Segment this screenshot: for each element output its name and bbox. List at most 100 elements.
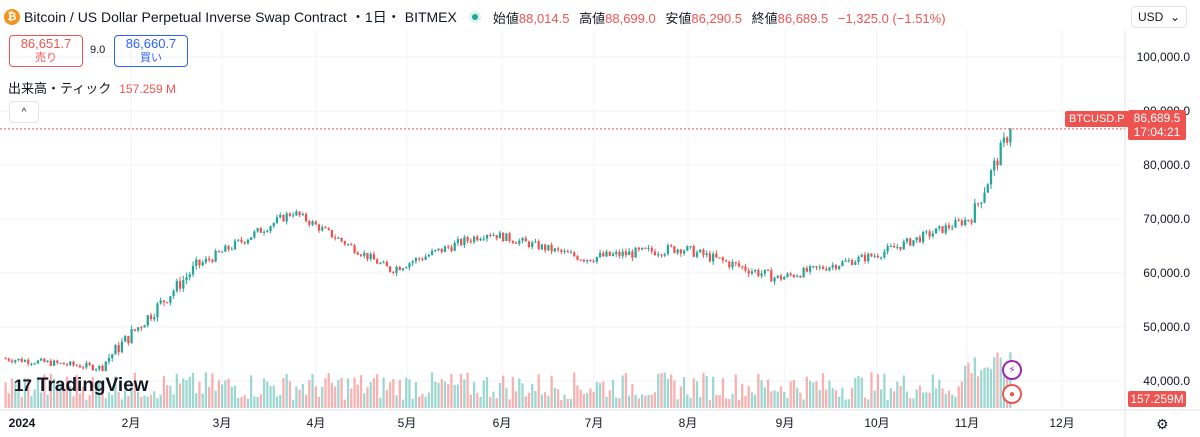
candle-body bbox=[718, 257, 721, 259]
candle-body bbox=[262, 231, 266, 233]
candle-body bbox=[931, 233, 934, 237]
volume-bar bbox=[628, 395, 631, 408]
sell-button[interactable]: 86,651.7 売り bbox=[9, 35, 83, 67]
buy-button[interactable]: 86,660.7 買い bbox=[114, 35, 188, 67]
candle-body bbox=[944, 225, 947, 233]
candle-body bbox=[124, 335, 127, 342]
x-tick-label: 6月 bbox=[493, 416, 512, 430]
volume-bar bbox=[482, 380, 485, 408]
volume-bar bbox=[544, 392, 547, 408]
candle-body bbox=[395, 266, 398, 273]
volume-bar bbox=[156, 398, 159, 408]
candle-body bbox=[951, 227, 954, 229]
candle-body bbox=[472, 236, 476, 242]
candle-body bbox=[689, 246, 692, 248]
candle-body bbox=[611, 253, 615, 256]
candle-body bbox=[754, 270, 757, 272]
symbol-title[interactable]: Bitcoin / US Dollar Perpetual Inverse Sw… bbox=[24, 9, 347, 25]
volume-bar bbox=[880, 389, 883, 408]
volume-bar bbox=[563, 394, 566, 408]
interval-label[interactable]: ・1日・ bbox=[350, 9, 401, 25]
volume-bar bbox=[40, 392, 43, 408]
volume-bar bbox=[36, 377, 40, 408]
volume-legend[interactable]: 出来高・ティック 157.259 M bbox=[8, 78, 176, 97]
candle-body bbox=[854, 262, 857, 265]
volume-bar bbox=[983, 367, 986, 408]
candle-body bbox=[860, 254, 863, 257]
candle-body bbox=[492, 235, 495, 237]
event-flag-icon[interactable]: ● bbox=[1002, 384, 1022, 404]
settings-gear-icon[interactable]: ⚙ bbox=[1156, 416, 1169, 432]
candle-body bbox=[514, 242, 518, 244]
volume-bar bbox=[931, 374, 934, 408]
volume-bar bbox=[589, 388, 592, 408]
volume-bar bbox=[999, 357, 1002, 408]
volume-bar bbox=[159, 394, 162, 408]
candle-body bbox=[133, 329, 136, 331]
candle-body bbox=[130, 329, 133, 344]
candle-body bbox=[334, 237, 337, 239]
candle-body bbox=[750, 271, 754, 274]
candle-body bbox=[508, 233, 511, 241]
volume-bar bbox=[430, 372, 434, 408]
volume-bar bbox=[124, 390, 127, 408]
candle-body bbox=[957, 220, 960, 222]
candle-body bbox=[269, 226, 272, 232]
candle-body bbox=[321, 227, 324, 231]
candle-body bbox=[372, 254, 376, 260]
volume-bar bbox=[414, 382, 418, 408]
candle-body bbox=[876, 255, 880, 258]
volume-bar bbox=[747, 386, 750, 408]
volume-bar bbox=[133, 372, 136, 408]
volume-bar bbox=[162, 376, 166, 408]
volume-bar bbox=[485, 377, 489, 408]
candle-body bbox=[224, 245, 227, 252]
candle-body bbox=[259, 228, 262, 233]
volume-bar bbox=[728, 399, 731, 408]
volume-bar bbox=[447, 383, 450, 408]
candle-body bbox=[757, 270, 760, 276]
candle-body bbox=[233, 240, 237, 250]
candle-body bbox=[553, 248, 556, 252]
candle-body bbox=[576, 256, 579, 260]
volume-bar bbox=[789, 381, 792, 408]
candle-body bbox=[204, 258, 208, 263]
volume-bar bbox=[1009, 352, 1012, 408]
last-price-label: 86,689.5 17:04:21 bbox=[1128, 110, 1186, 140]
currency-select[interactable]: USD ⌄ bbox=[1131, 6, 1187, 28]
volume-bar bbox=[411, 398, 414, 408]
volume-bar bbox=[463, 379, 466, 408]
candle-body bbox=[657, 254, 660, 256]
candle-body bbox=[201, 262, 204, 266]
candle-body bbox=[40, 358, 43, 361]
candle-body bbox=[602, 253, 605, 257]
volume-bar bbox=[595, 382, 598, 408]
volume-bar bbox=[379, 397, 382, 408]
volume-bar bbox=[682, 377, 686, 408]
candle-body bbox=[227, 245, 230, 250]
event-lightning-icon[interactable]: ⚡ bbox=[1002, 360, 1022, 380]
candle-body bbox=[527, 241, 531, 247]
volume-bar bbox=[46, 394, 49, 408]
volume-bar bbox=[644, 395, 647, 408]
volume-bar bbox=[450, 374, 453, 408]
candle-body bbox=[314, 221, 317, 225]
volume-bar bbox=[30, 396, 33, 408]
tradingview-logo-text: TradingView bbox=[36, 375, 149, 396]
collapse-legend-button[interactable]: ^ bbox=[9, 101, 39, 123]
volume-bar bbox=[443, 381, 447, 408]
volume-bar bbox=[217, 380, 220, 408]
candle-body bbox=[521, 238, 524, 241]
y-tick-label: 50,000.0 bbox=[1143, 320, 1190, 334]
candle-body bbox=[915, 237, 918, 241]
volume-bar bbox=[111, 394, 114, 408]
candle-body bbox=[211, 259, 214, 262]
candle-body bbox=[340, 237, 343, 242]
volume-bar bbox=[918, 385, 922, 408]
candle-body bbox=[1006, 137, 1009, 143]
volume-bar bbox=[78, 393, 82, 408]
buy-price: 86,660.7 bbox=[125, 36, 177, 51]
volume-bar bbox=[208, 386, 211, 408]
candle-body bbox=[880, 257, 883, 259]
